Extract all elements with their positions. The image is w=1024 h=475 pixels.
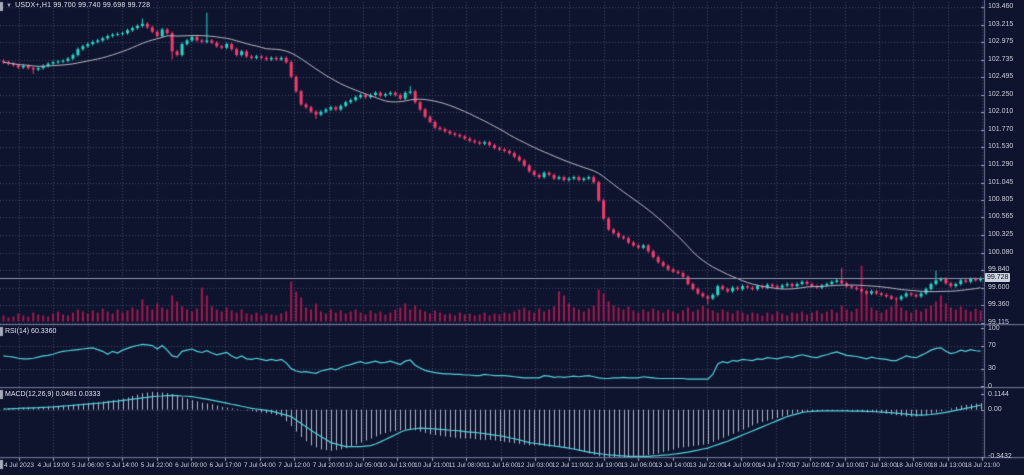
price-tick-label: 101.290 bbox=[988, 160, 1014, 168]
time-tick-label: 6 Jul 17:00 bbox=[209, 462, 242, 469]
price-tick-label: 99.600 bbox=[988, 283, 1010, 291]
macd-tick-label: 0.00 bbox=[988, 406, 1002, 414]
price-tick-label: 102.975 bbox=[988, 38, 1014, 46]
price-tick-label: 100.805 bbox=[988, 196, 1014, 204]
time-tick-label: 17 Jul 18:00 bbox=[861, 462, 897, 469]
current-price-badge: 99.728 bbox=[985, 273, 1011, 282]
time-tick-label: 6 Jul 09:00 bbox=[175, 462, 207, 469]
time-tick-label: 17 Jul 02:00 bbox=[792, 462, 828, 469]
time-tick-label: 10 Jul 21:00 bbox=[414, 462, 450, 469]
price-tick-label: 99.115 bbox=[988, 318, 1009, 326]
time-tick-label: 13 Jul 06:00 bbox=[620, 462, 656, 469]
price-tick-label: 101.530 bbox=[988, 143, 1014, 151]
price-tick-label: 102.735 bbox=[988, 55, 1014, 63]
time-tick-label: 5 Jul 14:00 bbox=[106, 462, 139, 469]
macd-tick-label: -0.3432 bbox=[988, 453, 1012, 461]
time-tick-label: 12 Jul 03:00 bbox=[517, 462, 553, 469]
time-tick-label: 4 Jul 19:00 bbox=[37, 462, 70, 469]
time-tick-label: 11 Jul 16:00 bbox=[483, 462, 519, 469]
time-tick-label: 13 Jul 14:00 bbox=[654, 462, 691, 469]
price-tick-label: 102.495 bbox=[988, 73, 1014, 81]
time-tick-label: 18 Jul 05:00 bbox=[895, 462, 932, 469]
rsi-panel[interactable] bbox=[0, 326, 984, 387]
time-tick-label: 11 Jul 08:00 bbox=[448, 462, 484, 469]
time-tick-label: 12 Jul 11:00 bbox=[551, 462, 587, 469]
macd-panel[interactable] bbox=[0, 389, 984, 457]
price-tick-label: 102.250 bbox=[988, 90, 1014, 98]
time-tick-label: 12 Jul 19:00 bbox=[586, 462, 622, 469]
macd-tick-label: 0.1144 bbox=[988, 390, 1009, 398]
time-tick-label: 7 Jul 12:00 bbox=[278, 462, 311, 469]
price-tick-label: 100.565 bbox=[988, 213, 1014, 221]
time-tick-label: 17 Jul 10:00 bbox=[826, 462, 863, 469]
price-tick-label: 101.045 bbox=[988, 178, 1014, 186]
price-tick-label: 99.840 bbox=[988, 266, 1010, 274]
time-tick-label: 14 Jul 17:00 bbox=[758, 462, 794, 469]
price-tick-label: 100.080 bbox=[988, 248, 1014, 256]
rsi-tick-label: 70 bbox=[988, 342, 996, 350]
time-tick-label: 13 Jul 22:00 bbox=[689, 462, 725, 469]
rsi-tick-label: 30 bbox=[988, 365, 996, 373]
price-tick-label: 99.360 bbox=[988, 301, 1010, 309]
time-tick-label: 18 Jul 21:00 bbox=[964, 462, 1000, 469]
time-tick-label: 5 Jul 06:00 bbox=[71, 462, 104, 469]
time-tick-label: 7 Jul 20:00 bbox=[312, 462, 345, 469]
time-tick-label: 10 Jul 05:00 bbox=[345, 462, 381, 469]
time-tick-label: 7 Jul 04:00 bbox=[243, 462, 276, 469]
time-tick-label: 14 Jul 09:00 bbox=[723, 462, 760, 469]
price-tick-label: 103.460 bbox=[988, 3, 1014, 10]
price-tick-label: 103.215 bbox=[988, 20, 1014, 28]
time-tick-label: 18 Jul 13:00 bbox=[930, 462, 966, 469]
rsi-tick-label: 100 bbox=[988, 324, 1000, 332]
main-chart-panel[interactable] bbox=[0, 0, 984, 324]
time-tick-label: 4 Jul 2023 bbox=[4, 462, 34, 469]
price-tick-label: 102.010 bbox=[988, 108, 1014, 116]
time-tick-label: 10 Jul 13:00 bbox=[379, 462, 416, 469]
rsi-tick-label: 0 bbox=[988, 382, 992, 390]
time-tick-label: 5 Jul 22:00 bbox=[140, 462, 173, 469]
price-tick-label: 101.770 bbox=[988, 125, 1014, 133]
price-tick-label: 100.325 bbox=[988, 230, 1014, 238]
